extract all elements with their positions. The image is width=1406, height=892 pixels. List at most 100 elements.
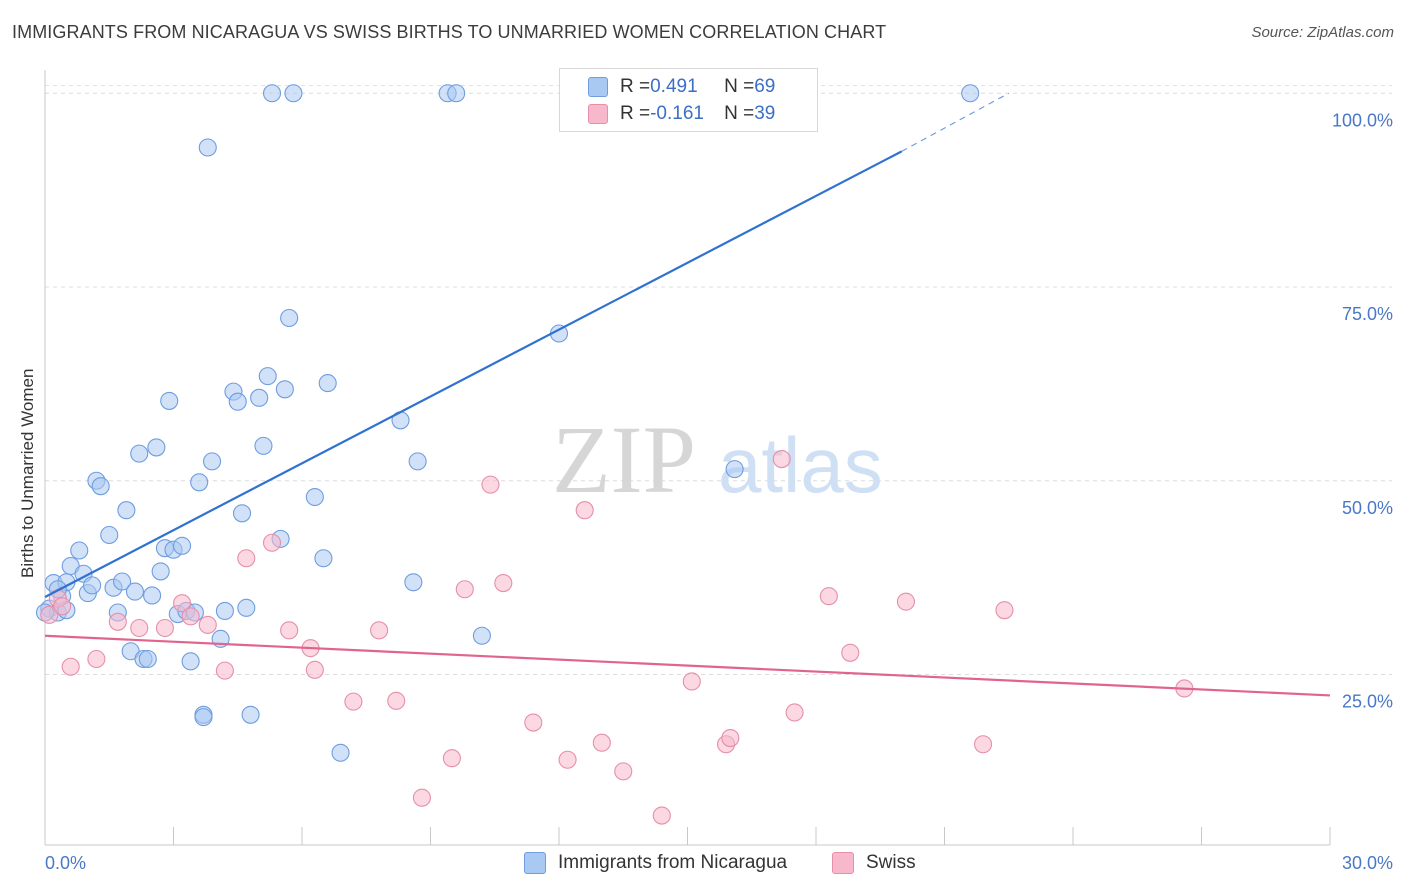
point-nicaragua: [447, 84, 466, 103]
tick-labels: 25.0% 50.0% 75.0% 100.0% 0.0% 30.0%: [45, 110, 1393, 873]
point-nicaragua: [254, 436, 273, 455]
point-nicaragua: [181, 652, 200, 671]
point-nicaragua: [83, 576, 102, 595]
point-nicaragua: [194, 708, 213, 727]
point-nicaragua: [113, 572, 132, 591]
point-swiss: [344, 692, 363, 711]
point-nicaragua: [70, 541, 89, 560]
point-swiss: [130, 618, 149, 638]
n-label: N =: [724, 103, 755, 124]
legend-swatch-nicaragua: [588, 77, 608, 97]
point-nicaragua: [284, 84, 303, 103]
point-nicaragua: [258, 367, 277, 386]
point-nicaragua: [91, 477, 110, 496]
point-swiss: [558, 750, 577, 769]
r-label: R =: [620, 76, 651, 97]
point-swiss: [262, 533, 282, 552]
x-tick-label: 0.0%: [45, 853, 86, 873]
r-value: -0.161: [650, 103, 704, 124]
point-swiss: [494, 573, 513, 593]
point-nicaragua: [314, 549, 333, 568]
n-value: 69: [754, 76, 776, 97]
point-swiss: [772, 449, 791, 469]
points: [35, 84, 1194, 825]
r-value: 0.491: [650, 76, 698, 97]
point-nicaragua: [961, 84, 980, 103]
point-swiss: [896, 592, 916, 611]
point-nicaragua: [305, 487, 324, 507]
point-nicaragua: [408, 452, 427, 471]
point-nicaragua: [318, 374, 337, 393]
point-swiss: [841, 643, 860, 662]
x-tick-label: 30.0%: [1342, 853, 1393, 873]
trend-line-nicaragua: [44, 150, 903, 598]
point-nicaragua: [125, 582, 144, 601]
point-swiss: [53, 597, 72, 616]
point-nicaragua: [173, 536, 192, 555]
watermark-zip: ZIP: [552, 406, 696, 513]
legend-row-swiss: R = -0.161 N = 39: [560, 101, 775, 127]
point-swiss: [592, 733, 611, 752]
point-swiss: [455, 580, 474, 599]
point-swiss: [785, 703, 804, 722]
point-nicaragua: [275, 380, 294, 399]
point-nicaragua: [232, 504, 252, 523]
point-swiss: [173, 594, 192, 613]
point-swiss: [108, 612, 127, 631]
point-nicaragua: [250, 388, 269, 407]
point-nicaragua: [280, 308, 299, 328]
point-swiss: [412, 788, 431, 807]
r-label: R =: [620, 103, 651, 124]
legend-row-nicaragua: R = 0.491 N = 69: [560, 74, 775, 100]
point-nicaragua: [237, 598, 256, 617]
point-nicaragua: [725, 460, 744, 479]
point-swiss: [995, 601, 1014, 620]
y-tick-label: 75.0%: [1342, 304, 1393, 324]
point-swiss: [652, 806, 671, 825]
grid: [45, 85, 1392, 675]
point-nicaragua: [241, 705, 260, 724]
trend-lines: [44, 92, 1331, 697]
point-swiss: [819, 587, 838, 606]
point-swiss: [524, 713, 543, 732]
trend-extension-nicaragua: [901, 92, 1010, 152]
point-swiss: [575, 501, 594, 520]
legend-swatch-swiss: [832, 852, 854, 874]
point-swiss: [973, 735, 993, 754]
point-swiss: [198, 615, 217, 634]
legend-item-swiss: Swiss: [832, 852, 916, 874]
point-swiss: [87, 649, 106, 669]
point-nicaragua: [190, 473, 209, 492]
point-swiss: [61, 657, 80, 676]
legend-item-nicaragua: Immigrants from Nicaragua: [524, 852, 787, 874]
point-nicaragua: [147, 438, 166, 457]
point-swiss: [614, 762, 633, 781]
point-nicaragua: [472, 626, 491, 645]
point-swiss: [181, 607, 200, 626]
series-legend: Immigrants from Nicaragua Swiss: [0, 852, 1406, 878]
y-tick-label: 50.0%: [1342, 498, 1393, 518]
point-nicaragua: [151, 562, 170, 581]
point-swiss: [155, 618, 174, 638]
point-nicaragua: [138, 649, 157, 669]
point-swiss: [370, 621, 389, 640]
point-swiss: [387, 691, 406, 710]
source-label: Source: ZipAtlas.com: [1251, 24, 1394, 41]
trend-line-swiss: [44, 634, 1331, 697]
stats-legend: R = 0.491 N = 69 R = -0.161 N = 39: [559, 68, 818, 132]
point-swiss: [305, 660, 324, 679]
point-nicaragua: [228, 392, 247, 411]
point-nicaragua: [160, 391, 179, 410]
n-label: N =: [724, 76, 755, 97]
point-swiss: [481, 475, 500, 494]
point-nicaragua: [331, 743, 350, 762]
y-axis-label: Births to Unmarried Women: [18, 368, 37, 578]
point-nicaragua: [100, 525, 119, 545]
y-tick-label: 100.0%: [1332, 110, 1393, 130]
point-nicaragua: [130, 444, 149, 463]
point-swiss: [682, 672, 701, 691]
legend-label-nicaragua: Immigrants from Nicaragua: [558, 852, 788, 873]
point-swiss: [237, 549, 256, 568]
point-nicaragua: [215, 601, 234, 621]
